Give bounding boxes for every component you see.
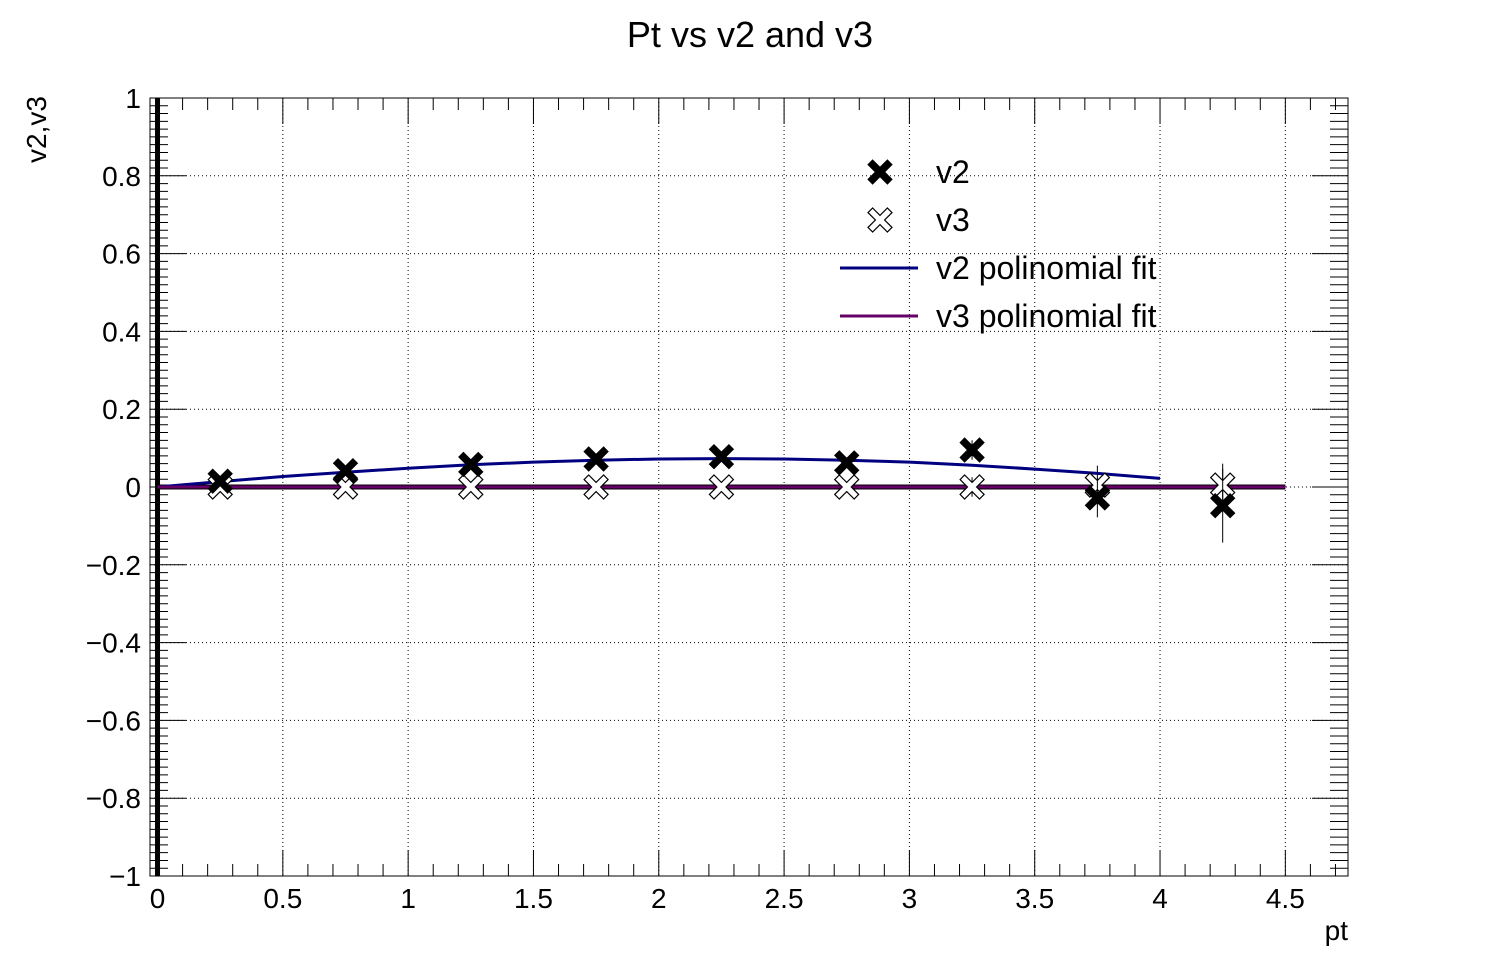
y-tick-label: −0.4 — [86, 628, 141, 659]
y-tick-label: 0.2 — [102, 394, 141, 425]
y-tick-label: 0 — [125, 472, 141, 503]
y-tick-label: −0.8 — [86, 783, 141, 814]
fit-line — [157, 457, 1161, 489]
v3-point — [959, 474, 985, 500]
v2-point — [833, 450, 860, 476]
x-tick-label: 1 — [400, 883, 416, 914]
v2-point — [207, 468, 233, 494]
v2-point — [708, 443, 735, 470]
x-tick-label: 2.5 — [765, 883, 804, 914]
x-tick-label: 3 — [902, 883, 918, 914]
legend: v2 v3 v2 polinomial fit v3 polinomial fit — [840, 154, 1157, 334]
legend-swatch — [867, 159, 893, 185]
tick-labels: 0 0.5 1 1.5 2 2.5 3 3.5 4 4.5 −1 −0.8 −0.6 −0.4 −0.2 0 0… — [86, 83, 1305, 914]
x-tick-label: 4.5 — [1266, 883, 1305, 914]
y-tick-label: 0.8 — [102, 161, 141, 192]
legend-label: v3 polinomial fit — [936, 298, 1157, 334]
y-tick-label: 1 — [125, 83, 141, 114]
v2-point — [1209, 492, 1236, 519]
y-axis-label: v2,v3 — [21, 96, 52, 163]
legend-label: v2 polinomial fit — [936, 250, 1157, 286]
y-tick-label: −0.6 — [86, 705, 141, 736]
v3-point — [708, 474, 735, 500]
x-tick-label: 1.5 — [514, 883, 553, 914]
v2-point — [959, 437, 985, 463]
v2-point — [332, 457, 359, 484]
legend-label: v2 — [936, 154, 970, 190]
v2-point — [1084, 485, 1111, 511]
data-points — [207, 437, 1236, 543]
y-tick-label: 0.4 — [102, 316, 141, 347]
x-tick-label: 3.5 — [1015, 883, 1054, 914]
y-tick-label: −1 — [109, 861, 141, 892]
v3-point — [583, 474, 609, 500]
y-tick-label: 0.6 — [102, 239, 141, 270]
x-tick-label: 2 — [651, 883, 667, 914]
x-tick-label: 4 — [1152, 883, 1168, 914]
v2-point — [458, 451, 484, 478]
x-tick-label: 0.5 — [263, 883, 302, 914]
y-tick-label: −0.2 — [86, 550, 141, 581]
legend-label: v3 — [936, 202, 970, 238]
legend-swatch — [867, 207, 893, 233]
x-axis-label: pt — [1325, 915, 1349, 946]
chart-title: Pt vs v2 and v3 — [627, 14, 873, 55]
v2-point — [583, 446, 609, 472]
x-tick-label: 0 — [150, 883, 166, 914]
